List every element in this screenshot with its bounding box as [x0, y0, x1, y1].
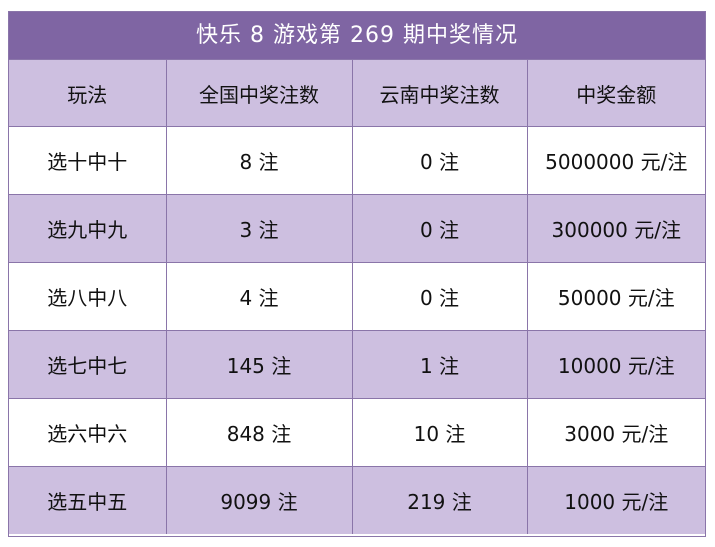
prize-table: 玩法 全国中奖注数 云南中奖注数 中奖金额 选十中十 8 注 0 注 50000…	[9, 60, 705, 534]
table-row: 选七中七 145 注 1 注 10000 元/注	[9, 330, 705, 399]
cell-yunnan-winners: 219 注	[351, 466, 528, 534]
header-prize-amount: 中奖金额	[526, 60, 705, 127]
header-yunnan-winners: 云南中奖注数	[351, 60, 528, 127]
cell-play-type: 选十中十	[9, 126, 167, 195]
cell-prize-amount: 50000 元/注	[526, 262, 705, 331]
cell-yunnan-winners: 1 注	[351, 330, 528, 399]
prize-table-frame: 快乐 8 游戏第 269 期中奖情况 玩法 全国中奖注数 云南中奖注数 中奖金额…	[8, 11, 706, 537]
cell-national-winners: 8 注	[165, 126, 353, 195]
cell-national-winners: 3 注	[165, 194, 353, 263]
cell-yunnan-winners: 0 注	[351, 126, 528, 195]
cell-national-winners: 848 注	[165, 398, 353, 467]
cell-yunnan-winners: 10 注	[351, 398, 528, 467]
header-play-type: 玩法	[9, 60, 167, 127]
cell-play-type: 选六中六	[9, 398, 167, 467]
header-row: 玩法 全国中奖注数 云南中奖注数 中奖金额	[9, 60, 705, 127]
cell-prize-amount: 10000 元/注	[526, 330, 705, 399]
table-row: 选六中六 848 注 10 注 3000 元/注	[9, 398, 705, 467]
cell-prize-amount: 5000000 元/注	[526, 126, 705, 195]
table-row: 选十中十 8 注 0 注 5000000 元/注	[9, 126, 705, 195]
cell-yunnan-winners: 0 注	[351, 194, 528, 263]
cell-yunnan-winners: 0 注	[351, 262, 528, 331]
header-national-winners: 全国中奖注数	[165, 60, 353, 127]
cell-national-winners: 9099 注	[165, 466, 353, 534]
cell-play-type: 选五中五	[9, 466, 167, 534]
table-row: 选九中九 3 注 0 注 300000 元/注	[9, 194, 705, 263]
table-title: 快乐 8 游戏第 269 期中奖情况	[9, 12, 705, 60]
table-row: 选八中八 4 注 0 注 50000 元/注	[9, 262, 705, 331]
cell-prize-amount: 300000 元/注	[526, 194, 705, 263]
cell-prize-amount: 3000 元/注	[526, 398, 705, 467]
cell-play-type: 选八中八	[9, 262, 167, 331]
cell-play-type: 选九中九	[9, 194, 167, 263]
cell-prize-amount: 1000 元/注	[526, 466, 705, 534]
table-row: 选五中五 9099 注 219 注 1000 元/注	[9, 466, 705, 534]
cell-national-winners: 145 注	[165, 330, 353, 399]
cell-play-type: 选七中七	[9, 330, 167, 399]
cell-national-winners: 4 注	[165, 262, 353, 331]
